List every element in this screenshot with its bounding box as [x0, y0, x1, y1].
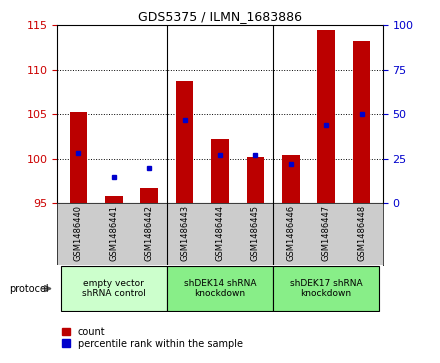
Text: GSM1486443: GSM1486443 [180, 204, 189, 261]
Text: shDEK14 shRNA
knockdown: shDEK14 shRNA knockdown [184, 279, 256, 298]
FancyBboxPatch shape [273, 266, 379, 311]
FancyBboxPatch shape [167, 266, 273, 311]
Text: GSM1486440: GSM1486440 [74, 204, 83, 261]
Text: GSM1486447: GSM1486447 [322, 204, 331, 261]
Text: GSM1486448: GSM1486448 [357, 204, 366, 261]
Bar [176, 81, 194, 203]
Text: GSM1486442: GSM1486442 [145, 204, 154, 261]
Bar [70, 112, 87, 203]
Text: shDEK17 shRNA
knockdown: shDEK17 shRNA knockdown [290, 279, 363, 298]
Bar [353, 41, 370, 203]
Bar [317, 30, 335, 203]
Title: GDS5375 / ILMN_1683886: GDS5375 / ILMN_1683886 [138, 10, 302, 23]
Bar [105, 196, 123, 203]
Bar [282, 155, 300, 203]
Text: GSM1486444: GSM1486444 [216, 204, 224, 261]
Bar [246, 157, 264, 203]
Legend: count, percentile rank within the sample: count, percentile rank within the sample [62, 327, 242, 348]
Text: GSM1486446: GSM1486446 [286, 204, 295, 261]
Bar [211, 139, 229, 203]
Text: GSM1486445: GSM1486445 [251, 204, 260, 261]
FancyBboxPatch shape [61, 266, 167, 311]
Text: GSM1486441: GSM1486441 [109, 204, 118, 261]
Text: protocol: protocol [9, 284, 48, 294]
Bar [140, 188, 158, 203]
Text: empty vector
shRNA control: empty vector shRNA control [82, 279, 146, 298]
